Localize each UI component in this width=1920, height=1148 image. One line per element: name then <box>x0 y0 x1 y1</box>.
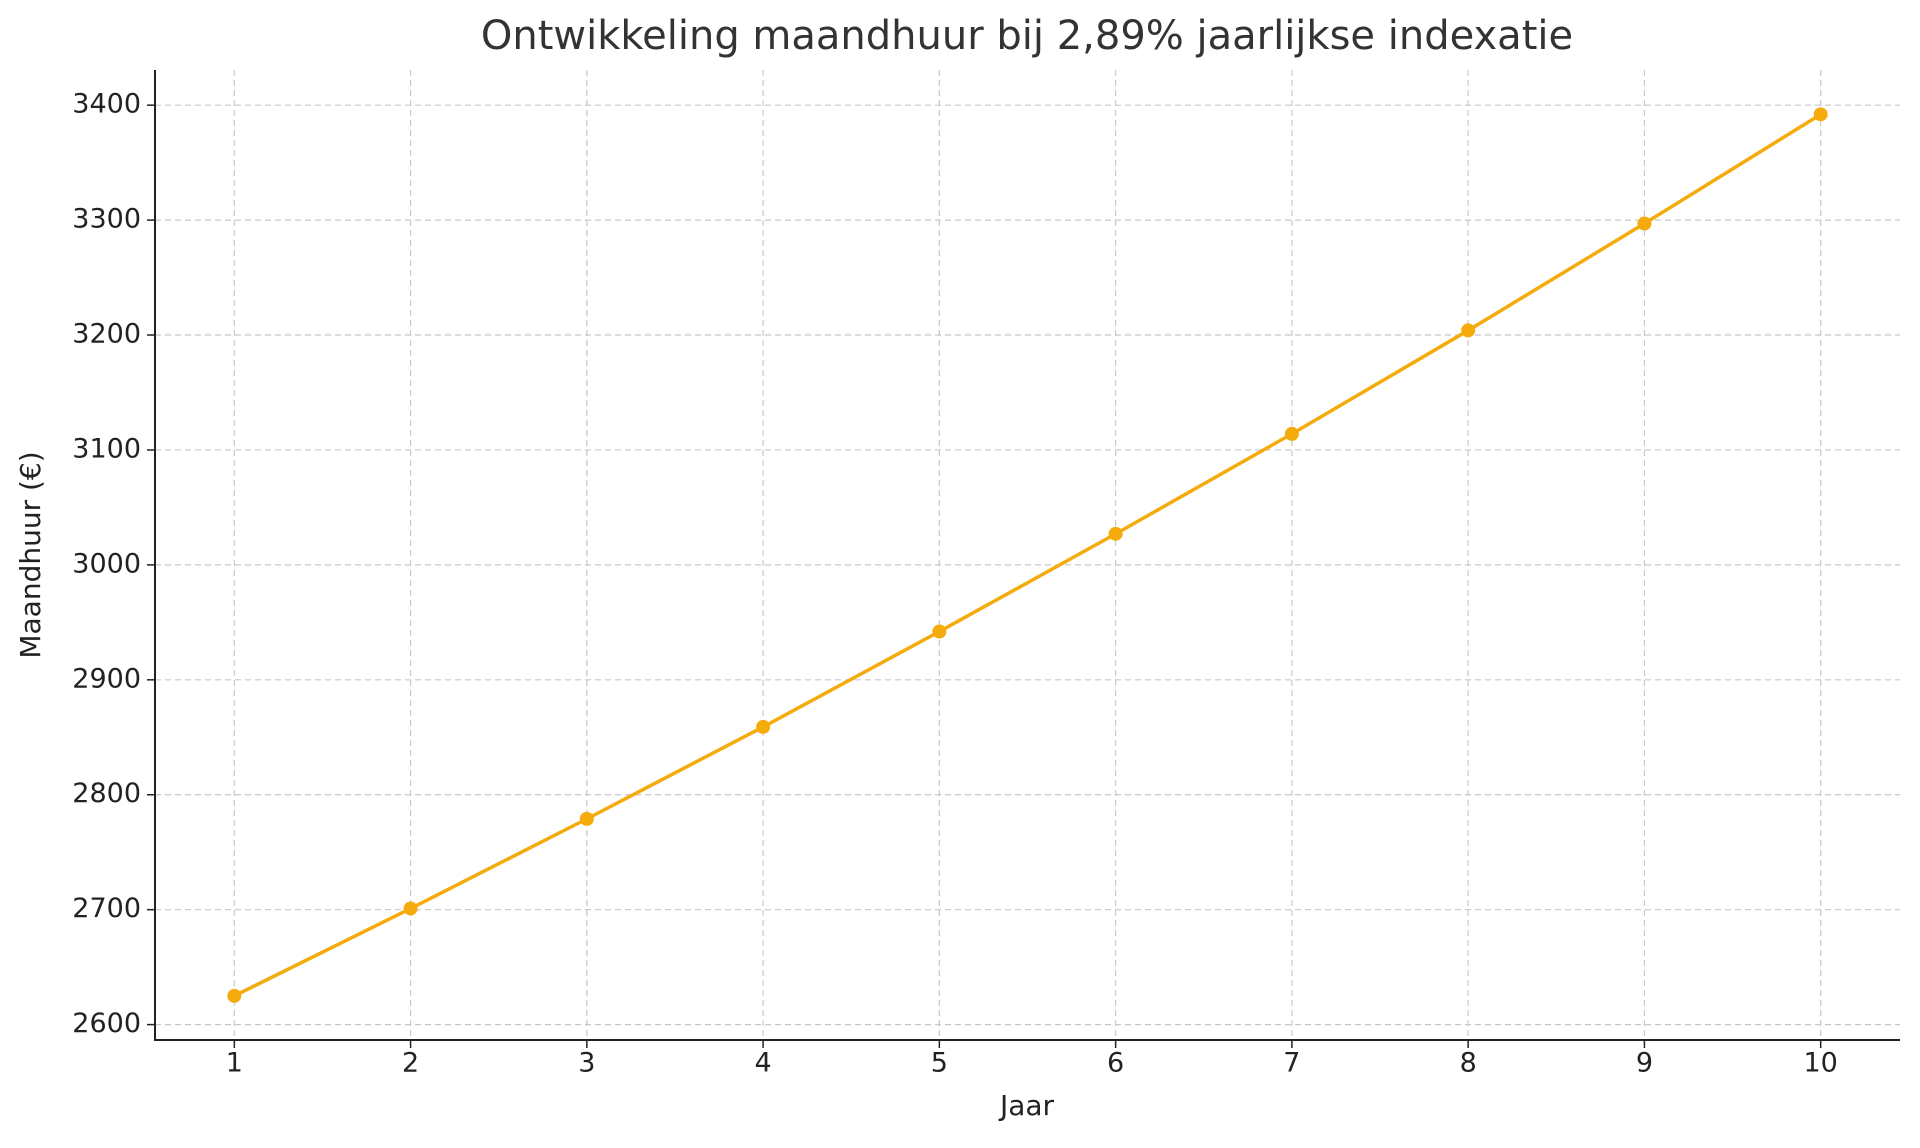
y-tick-label: 2600 <box>72 1008 141 1039</box>
data-point <box>1461 323 1476 338</box>
y-tick-label: 3000 <box>72 548 141 579</box>
x-tick-label: 1 <box>226 1048 243 1079</box>
y-tick-label: 3300 <box>72 204 141 235</box>
y-tick-label: 3200 <box>72 319 141 350</box>
data-point <box>403 901 418 916</box>
data-point <box>932 624 947 639</box>
axis-spines <box>154 70 1900 1041</box>
x-tick-label: 7 <box>1283 1048 1300 1079</box>
chart-title: Ontwikkeling maandhuur bij 2,89% jaarlij… <box>481 13 1573 59</box>
x-axis-label: Jaar <box>998 1089 1055 1122</box>
x-tick-label: 5 <box>931 1048 948 1079</box>
x-tick-label: 2 <box>402 1048 419 1079</box>
data-point <box>756 719 771 734</box>
y-axis-label: Maandhuur (€) <box>14 451 47 658</box>
y-tick-label: 2800 <box>72 778 141 809</box>
data-point <box>1284 426 1299 441</box>
data-point <box>1813 107 1828 122</box>
y-tick-label: 2900 <box>72 663 141 694</box>
x-tick-label: 8 <box>1460 1048 1477 1079</box>
x-tick-label: 4 <box>755 1048 772 1079</box>
y-tick-label: 3100 <box>72 433 141 464</box>
x-tick-label: 6 <box>1107 1048 1124 1079</box>
data-point <box>1637 216 1652 231</box>
y-tick-label: 3400 <box>72 89 141 120</box>
x-tick-label: 9 <box>1636 1048 1653 1079</box>
x-tick-label: 3 <box>578 1048 595 1079</box>
x-tick-label: 10 <box>1804 1048 1838 1079</box>
data-point <box>579 811 594 826</box>
series-line <box>233 112 1822 998</box>
y-tick-label: 2700 <box>72 893 141 924</box>
data-point <box>227 988 242 1003</box>
data-point <box>1108 526 1123 541</box>
